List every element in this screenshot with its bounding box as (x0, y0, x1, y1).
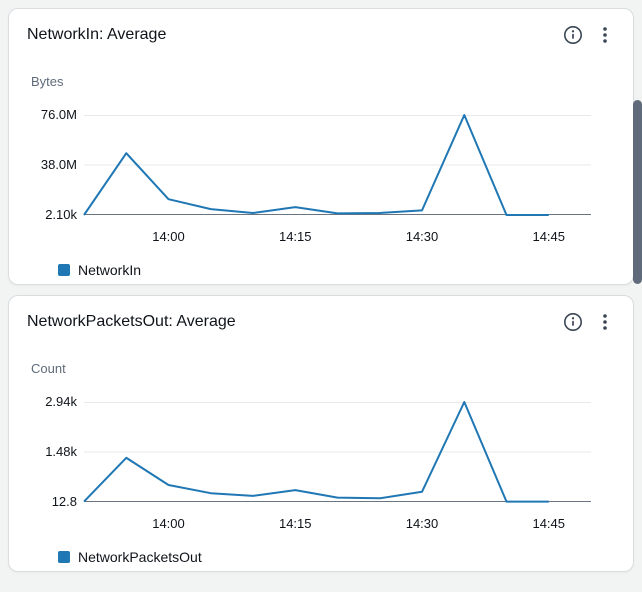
y-axis-unit: Count (31, 361, 66, 376)
legend-swatch (58, 264, 70, 276)
x-tick: 14:45 (532, 516, 566, 531)
x-tick: 14:15 (278, 516, 312, 531)
x-axis-ticks: 14:00 14:15 14:30 14:45 (84, 502, 591, 533)
widget-actions (563, 312, 613, 335)
legend-label: NetworkPacketsOut (78, 549, 202, 565)
legend-item-networkpacketsout[interactable]: NetworkPacketsOut (58, 548, 591, 566)
widget-header: NetworkPacketsOut: Average (9, 296, 633, 335)
scrollbar-thumb[interactable] (633, 100, 642, 284)
widget-menu-button[interactable] (597, 312, 613, 335)
plot-row: 76.0M 38.0M 2.10k (29, 107, 591, 222)
chart-area: Count 2.94k 1.48k 12.8 14:00 14:15 (9, 361, 633, 566)
x-axis-ticks: 14:00 14:15 14:30 14:45 (84, 215, 591, 246)
y-tick: 2.10k (45, 207, 77, 222)
x-tick: 14:00 (152, 229, 185, 244)
plot-row: 2.94k 1.48k 12.8 (29, 394, 591, 509)
y-tick: 38.0M (40, 157, 77, 172)
info-icon (563, 312, 583, 335)
kebab-menu-icon (597, 25, 613, 48)
y-axis-ticks: 2.94k 1.48k 12.8 (29, 394, 77, 509)
y-tick: 2.94k (45, 394, 77, 409)
y-axis-ticks: 76.0M 38.0M 2.10k (29, 107, 77, 222)
y-tick: 76.0M (40, 107, 77, 122)
x-tick: 14:15 (278, 229, 312, 244)
chart-title: NetworkPacketsOut: Average (27, 313, 236, 330)
chart-title: NetworkIn: Average (27, 26, 167, 43)
x-tick: 14:30 (405, 516, 439, 531)
plot (84, 115, 591, 215)
networkpacketsout-line-chart[interactable] (84, 402, 591, 502)
x-tick: 14:00 (152, 516, 185, 531)
info-button[interactable] (563, 25, 583, 48)
legend-label: NetworkIn (78, 262, 142, 278)
x-tick: 14:30 (405, 229, 439, 244)
plot (84, 402, 591, 502)
metric-widget-networkpacketsout: NetworkPacketsOut: Average (8, 295, 634, 572)
info-icon (563, 25, 583, 48)
y-tick: 1.48k (45, 444, 77, 459)
widget-header: NetworkIn: Average (9, 9, 633, 48)
metric-widget-networkin: NetworkIn: Average (8, 8, 634, 285)
widget-menu-button[interactable] (597, 25, 613, 48)
networkin-line-chart[interactable] (84, 115, 591, 215)
y-tick: 12.8 (51, 494, 77, 509)
legend-swatch (58, 551, 70, 563)
y-axis-unit: Bytes (31, 74, 64, 89)
legend-item-networkin[interactable]: NetworkIn (58, 261, 591, 279)
info-button[interactable] (563, 312, 583, 335)
widget-actions (563, 25, 613, 48)
x-tick: 14:45 (532, 229, 566, 244)
dashboard: NetworkIn: Average (8, 8, 642, 572)
kebab-menu-icon (597, 312, 613, 335)
chart-area: Bytes 76.0M 38.0M 2.10k 14:00 14:15 (9, 74, 633, 279)
